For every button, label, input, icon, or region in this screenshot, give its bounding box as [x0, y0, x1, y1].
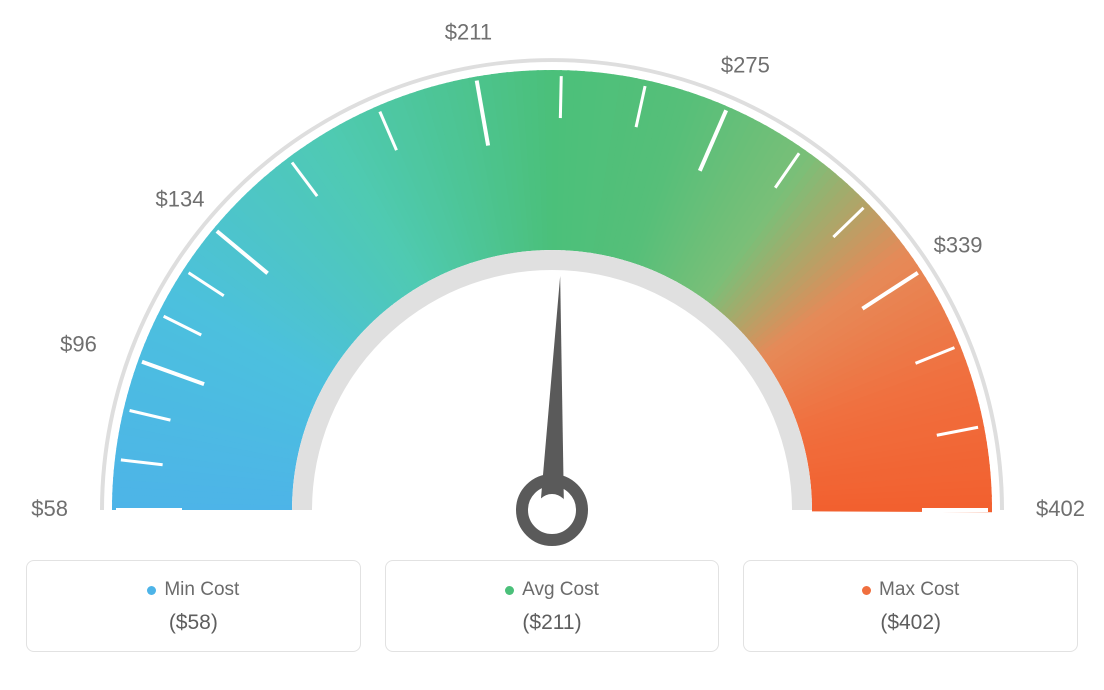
legend-dot-icon — [147, 586, 156, 595]
gauge-chart: $58 $96 $134 $211 $275 $339 $402 — [0, 0, 1104, 560]
legend-title-text: Min Cost — [164, 579, 239, 601]
cost-gauge-widget: $58 $96 $134 $211 $275 $339 $402 Min Cost ($58)… — [0, 0, 1104, 690]
tick-label: $134 — [155, 186, 204, 211]
legend-dot-icon — [862, 586, 871, 595]
legend-title-text: Max Cost — [879, 579, 959, 601]
legend-card: Avg Cost ($211) — [385, 560, 720, 652]
tick-label: $339 — [934, 233, 983, 258]
legend-title: Min Cost — [147, 579, 239, 601]
legend-card: Max Cost ($402) — [743, 560, 1078, 652]
minor-tick — [560, 76, 561, 118]
legend-title: Max Cost — [862, 579, 959, 601]
legend-row: Min Cost ($58) Avg Cost ($211) Max Cost ($402… — [0, 560, 1104, 652]
legend-title-text: Avg Cost — [522, 579, 599, 601]
gauge-area: $58 $96 $134 $211 $275 $339 $402 — [0, 0, 1104, 560]
tick-label: $402 — [1036, 496, 1085, 521]
legend-value: ($58) — [37, 611, 350, 635]
tick-label: $96 — [60, 331, 97, 356]
needle-hub-hole — [536, 494, 568, 526]
legend-value: ($402) — [754, 611, 1067, 635]
legend-dot-icon — [505, 586, 514, 595]
tick-label: $211 — [445, 19, 492, 44]
tick-label: $275 — [721, 52, 770, 77]
legend-card: Min Cost ($58) — [26, 560, 361, 652]
legend-title: Avg Cost — [505, 579, 599, 601]
tick-label: $58 — [31, 496, 68, 521]
legend-value: ($211) — [396, 611, 709, 635]
